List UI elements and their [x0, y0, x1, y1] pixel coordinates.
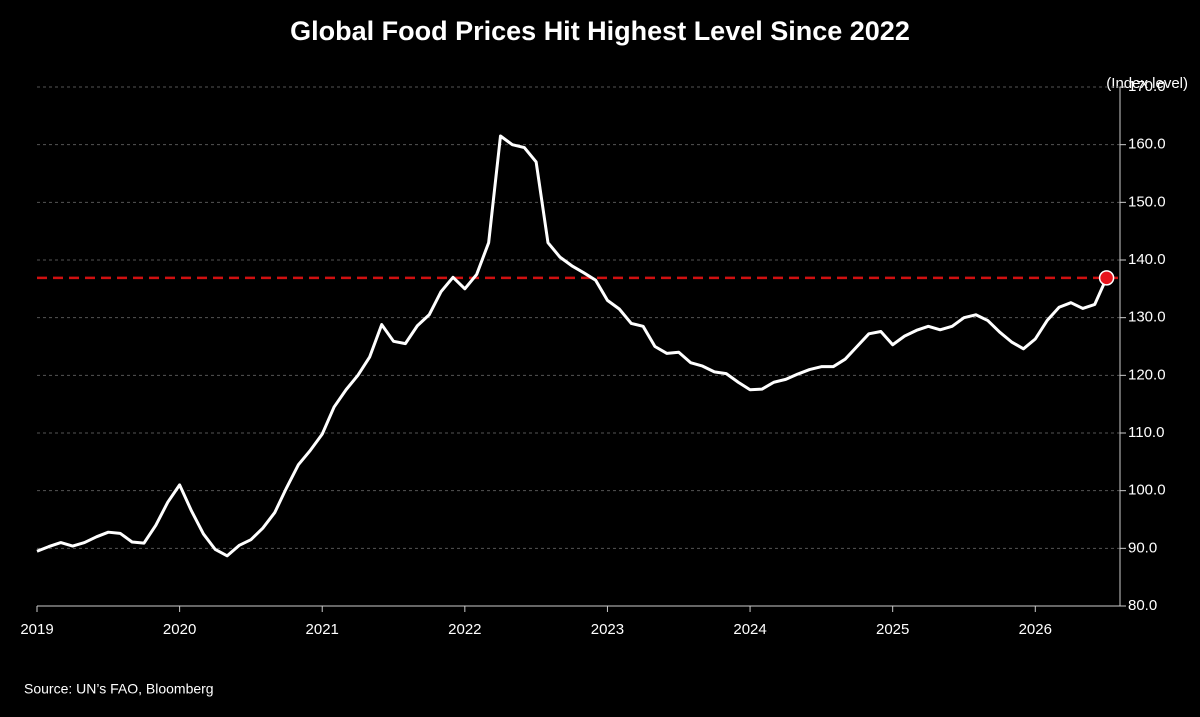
x-tick-label: 2025 — [876, 621, 909, 638]
x-tick-label: 2019 — [20, 621, 53, 638]
x-tick-label: 2026 — [1019, 621, 1052, 638]
x-tick-label: 2020 — [163, 621, 196, 638]
latest-point — [1098, 270, 1115, 286]
x-tick-label: 2022 — [448, 621, 481, 638]
x-tick-label: 2024 — [733, 621, 766, 638]
y-tick-label: 100.0 — [1128, 482, 1166, 499]
x-tick-label: 2023 — [591, 621, 624, 638]
chart-title: Global Food Prices Hit Highest Level Sin… — [290, 16, 910, 46]
y-tick-label: 130.0 — [1128, 309, 1166, 326]
source: Source: UN’s FAO, Bloomberg — [24, 681, 214, 697]
y-tick-label: 90.0 — [1128, 539, 1157, 556]
axis-unit: (Index level) — [1106, 75, 1188, 92]
y-tick-label: 80.0 — [1128, 597, 1157, 614]
y-tick-label: 140.0 — [1128, 251, 1166, 268]
y-tick-label: 120.0 — [1128, 366, 1166, 383]
y-tick-label: 160.0 — [1128, 136, 1166, 153]
x-tick-label: 2021 — [306, 621, 339, 638]
series-line — [36, 134, 1108, 558]
y-tick-label: 150.0 — [1128, 193, 1166, 210]
y-tick-label: 170.0 — [1128, 78, 1166, 95]
y-tick-label: 110.0 — [1128, 424, 1164, 441]
